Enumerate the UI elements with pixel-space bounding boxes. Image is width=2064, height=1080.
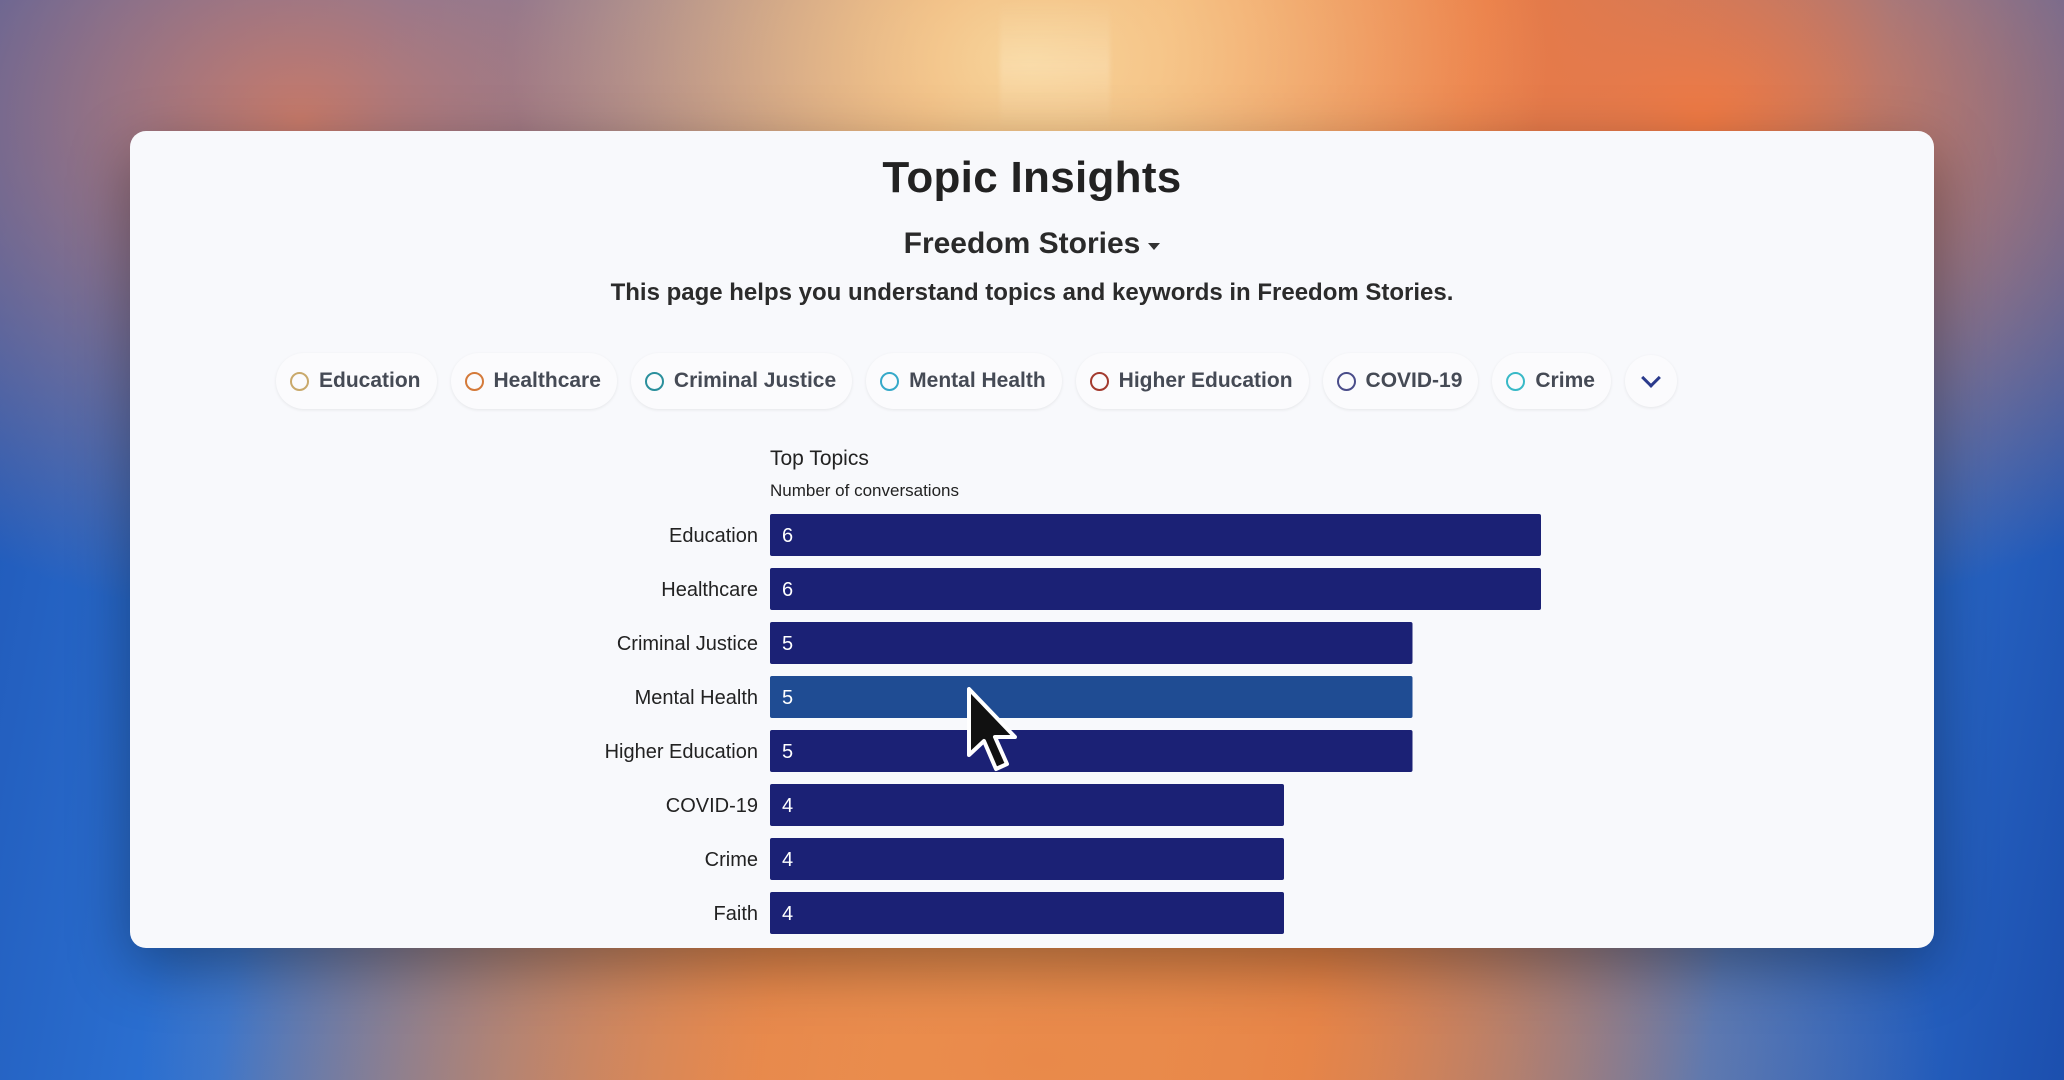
bar-value-label: 5 bbox=[782, 741, 793, 763]
bar-value-label: 5 bbox=[782, 633, 793, 655]
topic-chip-education[interactable]: Education bbox=[276, 353, 437, 409]
topic-chip-crime[interactable]: Crime bbox=[1492, 353, 1611, 409]
topic-chip-criminal-justice[interactable]: Criminal Justice bbox=[630, 353, 853, 409]
bar-group[interactable]: Faith 4 bbox=[714, 892, 1284, 934]
chip-label: Education bbox=[319, 369, 421, 392]
bar[interactable] bbox=[770, 838, 1284, 880]
chip-label: Healthcare bbox=[493, 369, 601, 392]
category-label: Mental Health bbox=[635, 687, 758, 709]
page-description: This page helps you understand topics an… bbox=[610, 279, 1454, 306]
topic-chip-covid-19[interactable]: COVID-19 bbox=[1322, 353, 1479, 409]
topic-chip-healthcare[interactable]: Healthcare bbox=[450, 353, 617, 409]
bar-group[interactable]: Higher Education 5 bbox=[605, 730, 1413, 772]
chart-title: Top Topics bbox=[770, 447, 869, 470]
bar-value-label: 6 bbox=[782, 525, 793, 547]
chip-label: Higher Education bbox=[1118, 369, 1293, 392]
radio-circle-icon bbox=[644, 371, 664, 391]
bar-value-label: 4 bbox=[782, 849, 793, 871]
expand-topics-button[interactable] bbox=[1624, 355, 1677, 407]
bar[interactable] bbox=[770, 514, 1541, 556]
chip-label: COVID-19 bbox=[1365, 369, 1463, 392]
dataset-selector[interactable]: Freedom Stories bbox=[130, 227, 1934, 261]
radio-circle-icon bbox=[1506, 371, 1526, 391]
category-label: Crime bbox=[705, 849, 758, 871]
bar[interactable] bbox=[770, 892, 1284, 934]
radio-circle-icon bbox=[880, 371, 900, 391]
bar-group[interactable]: Education 6 bbox=[669, 514, 1541, 556]
bar-value-label: 4 bbox=[782, 795, 793, 817]
bar[interactable] bbox=[770, 730, 1413, 772]
category-label: Criminal Justice bbox=[617, 633, 758, 655]
caret-down-icon[interactable] bbox=[1148, 242, 1161, 250]
category-label: Education bbox=[669, 525, 758, 547]
bar-group[interactable]: Healthcare 6 bbox=[661, 568, 1541, 610]
bar-value-label: 6 bbox=[782, 579, 793, 601]
bar-group[interactable]: COVID-19 4 bbox=[666, 784, 1284, 826]
chip-label: Criminal Justice bbox=[673, 369, 837, 392]
bar-value-label: 5 bbox=[782, 687, 793, 709]
topic-insights-window: Topic Insights Freedom Stories This page… bbox=[130, 131, 1934, 948]
radio-circle-icon bbox=[290, 371, 309, 391]
bar[interactable] bbox=[770, 676, 1413, 718]
bar-group[interactable]: Criminal Justice 5 bbox=[617, 622, 1413, 664]
topic-chip-higher-education[interactable]: Higher Education bbox=[1075, 353, 1309, 409]
category-label: Healthcare bbox=[661, 579, 758, 601]
category-label: Higher Education bbox=[605, 741, 758, 763]
bar[interactable] bbox=[770, 622, 1413, 664]
page-title: Topic Insights bbox=[882, 153, 1182, 202]
radio-circle-icon bbox=[1336, 371, 1356, 391]
chip-label: Crime bbox=[1535, 369, 1595, 392]
bar-group[interactable]: Crime 4 bbox=[705, 838, 1284, 880]
category-label: Faith bbox=[714, 903, 758, 925]
chevron-down-icon bbox=[1641, 368, 1661, 388]
bar-value-label: 4 bbox=[782, 903, 793, 925]
radio-circle-icon bbox=[1089, 371, 1109, 391]
chart-header: Top Topics Number of conversations bbox=[770, 447, 959, 501]
bar-group[interactable]: Mental Health 5 bbox=[635, 676, 1413, 718]
radio-circle-icon bbox=[464, 371, 484, 391]
category-label: COVID-19 bbox=[666, 795, 758, 817]
chart-subtitle: Number of conversations bbox=[770, 481, 959, 500]
chip-label: Mental Health bbox=[909, 369, 1046, 392]
bar[interactable] bbox=[770, 568, 1541, 610]
topic-chip-mental-health[interactable]: Mental Health bbox=[866, 353, 1062, 409]
dataset-selector-label[interactable]: Freedom Stories bbox=[903, 227, 1141, 260]
topic-filter-chips: Education Healthcare Criminal Justice Me… bbox=[276, 353, 1677, 409]
bar[interactable] bbox=[770, 784, 1284, 826]
